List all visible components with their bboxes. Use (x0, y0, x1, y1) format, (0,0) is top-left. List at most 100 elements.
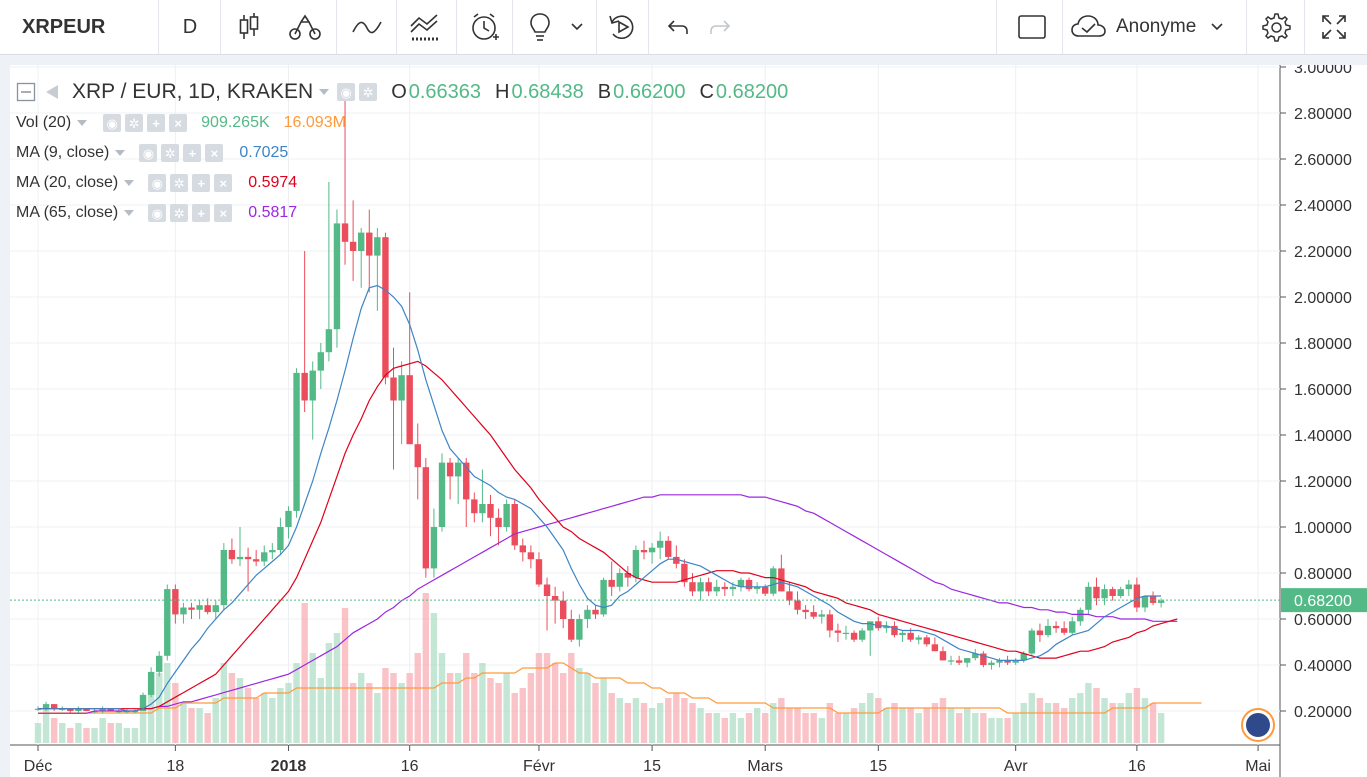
gear-icon[interactable]: ✲ (359, 83, 378, 101)
volume-bar (180, 703, 187, 743)
candle-body (616, 573, 623, 587)
chevron-down-icon[interactable] (77, 120, 88, 126)
volume-bar (794, 708, 801, 743)
candle-body (810, 612, 817, 617)
candle-body (1004, 660, 1011, 663)
compare-button[interactable] (344, 0, 390, 54)
legend-ma9[interactable]: MA (9, close) ◉ ✲ + × 0.7025 (16, 144, 288, 162)
candle (1060, 621, 1068, 636)
chevron-down-icon[interactable] (319, 89, 330, 95)
toolbar-divider (1246, 0, 1247, 54)
redo-button[interactable] (700, 0, 740, 54)
eye-icon[interactable]: ◉ (337, 83, 356, 101)
chevron-down-icon[interactable] (124, 180, 135, 186)
legend-main-series[interactable]: XRP / EUR, 1D, KRAKEN ◉ ✲ O 0.66363 H 0.… (16, 80, 788, 104)
price-chart[interactable]: 3.00000 2.80000 2.60000 2.40000 2.20000 2.000… (10, 65, 1367, 777)
candle-body (471, 499, 478, 514)
candle-body (1093, 586, 1100, 599)
replay-button[interactable] (602, 0, 642, 54)
candle-body (430, 527, 438, 569)
settings-button[interactable] (1252, 0, 1298, 54)
gear-icon[interactable]: ✲ (125, 114, 144, 132)
chevron-down-icon[interactable] (124, 210, 135, 216)
candle-body (333, 223, 341, 330)
chart-type-button[interactable] (228, 0, 270, 54)
add-icon[interactable]: + (192, 204, 211, 222)
candle (697, 577, 704, 601)
volume-bar (228, 673, 236, 743)
candle (454, 458, 462, 504)
close-icon[interactable]: × (205, 144, 224, 162)
candle (252, 550, 260, 567)
candle (996, 658, 1003, 668)
volume-bar (1012, 713, 1019, 743)
logo-badge[interactable] (1241, 708, 1275, 742)
candle-body (576, 619, 583, 640)
candle-body (907, 632, 914, 640)
candle-body (786, 591, 793, 601)
eye-icon[interactable]: ◉ (148, 204, 167, 222)
templates-button[interactable] (402, 0, 448, 54)
close-icon[interactable]: × (169, 114, 188, 132)
ideas-button[interactable] (520, 0, 560, 54)
candle-body (584, 609, 591, 619)
layout-button[interactable] (1008, 0, 1056, 54)
add-icon[interactable]: + (192, 174, 211, 192)
volume-bars (34, 593, 1165, 743)
legend-ma20[interactable]: MA (20, close) ◉ ✲ + × 0.5974 (16, 174, 297, 192)
indicators-button[interactable] (282, 0, 328, 54)
volume-bar (438, 653, 446, 743)
volume-bar (576, 668, 583, 743)
alert-button[interactable] (462, 0, 508, 54)
candle-body (1044, 625, 1052, 636)
price-axis[interactable] (1280, 65, 1367, 777)
candle (1133, 577, 1141, 613)
candle (955, 655, 963, 665)
candle (624, 566, 632, 587)
symbol-search-button[interactable]: XRPEUR (8, 0, 158, 54)
volume-bar (681, 698, 688, 743)
candle-body (172, 589, 179, 615)
close-icon[interactable]: × (214, 204, 233, 222)
volume-ma (38, 662, 1202, 714)
add-icon[interactable]: + (183, 144, 202, 162)
candle (172, 584, 179, 624)
eye-icon[interactable]: ◉ (148, 174, 167, 192)
close-icon[interactable]: × (214, 174, 233, 192)
candle (576, 614, 583, 647)
candle-body (228, 550, 236, 560)
time-axis[interactable] (10, 745, 1280, 777)
legend-ma65[interactable]: MA (65, close) ◉ ✲ + × 0.5817 (16, 204, 297, 222)
candle (212, 600, 219, 619)
close-label: C (699, 80, 714, 103)
add-icon[interactable]: + (147, 114, 166, 132)
candle-body (301, 372, 308, 401)
chevron-down-icon[interactable] (115, 150, 126, 156)
gear-icon[interactable]: ✲ (170, 204, 189, 222)
fullscreen-button[interactable] (1312, 0, 1356, 54)
candle (786, 582, 793, 606)
candle-body (729, 586, 737, 590)
ideas-menu-button[interactable] (562, 0, 592, 54)
eye-icon[interactable]: ◉ (139, 144, 158, 162)
candle-body (156, 655, 163, 672)
toolbar-divider (336, 0, 337, 54)
candle (188, 602, 195, 619)
candle-body (252, 559, 260, 562)
legend-volume[interactable]: Vol (20) ◉ ✲ + × 909.265K 16.093M (16, 114, 346, 132)
candle-body (955, 660, 963, 663)
eye-icon[interactable]: ◉ (103, 114, 122, 132)
candle-body (858, 630, 866, 640)
collapse-icon[interactable] (16, 82, 36, 102)
candle-body (1012, 660, 1019, 663)
gear-icon[interactable]: ✲ (170, 174, 189, 192)
interval-button[interactable]: D (160, 0, 220, 54)
candle (858, 628, 866, 642)
undo-button[interactable] (658, 0, 698, 54)
templates-icon (410, 14, 438, 41)
account-menu-button[interactable]: Anonyme (1070, 0, 1242, 54)
gear-icon[interactable]: ✲ (161, 144, 180, 162)
candle (673, 545, 680, 569)
candle (164, 584, 171, 661)
grid (10, 65, 1280, 745)
